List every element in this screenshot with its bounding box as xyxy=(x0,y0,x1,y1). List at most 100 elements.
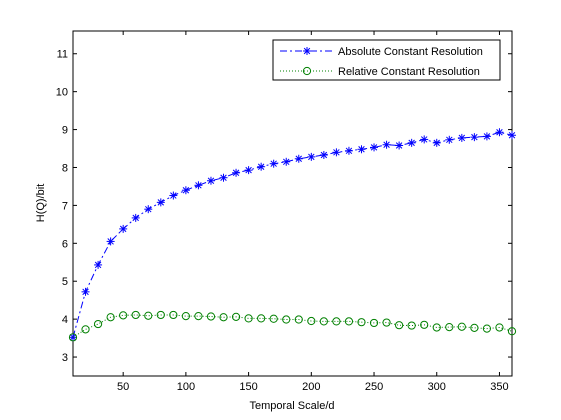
x-tick-label: 350 xyxy=(490,381,508,393)
data-point-abs xyxy=(470,133,479,142)
data-point-rel xyxy=(231,312,241,321)
data-point-rel xyxy=(457,322,466,331)
data-point-rel xyxy=(169,310,178,320)
x-tick-label: 300 xyxy=(428,381,446,393)
x-axis-label: Temporal Scale/d xyxy=(250,400,335,412)
data-point-rel xyxy=(131,310,140,320)
data-point-abs xyxy=(282,157,291,166)
data-point-rel xyxy=(257,314,266,323)
data-point-abs xyxy=(395,141,404,150)
data-point-abs xyxy=(131,213,140,222)
series-layer xyxy=(68,128,517,342)
data-point-abs xyxy=(344,146,353,155)
data-point-rel xyxy=(282,315,291,324)
data-point-rel xyxy=(206,312,216,321)
plot-area xyxy=(72,30,513,377)
data-point-rel xyxy=(106,313,115,322)
data-point-abs xyxy=(181,186,190,195)
data-point-abs xyxy=(319,150,328,159)
data-point-rel xyxy=(382,318,391,327)
y-tick-label: 11 xyxy=(57,49,68,61)
data-point-abs xyxy=(244,166,253,175)
data-point-rel xyxy=(68,333,78,342)
data-point-abs xyxy=(294,154,303,163)
data-point-rel xyxy=(332,317,341,326)
data-point-abs xyxy=(382,140,391,149)
data-point-rel xyxy=(407,321,416,330)
x-tick-label: 200 xyxy=(302,381,320,393)
data-point-rel xyxy=(93,319,103,329)
legend-label-absolute: Absolute Constant Resolution xyxy=(338,46,483,58)
y-axis-label: H(Q)/bit xyxy=(35,184,47,223)
data-point-abs xyxy=(420,135,429,144)
x-tick-label: 50 xyxy=(117,381,129,393)
data-point-rel xyxy=(244,314,253,323)
data-point-abs xyxy=(194,181,203,190)
data-point-rel xyxy=(470,323,479,332)
data-point-rel xyxy=(81,325,90,334)
data-point-rel xyxy=(156,310,165,320)
series-line-1 xyxy=(72,314,513,338)
axis-ticks: 50 100 150 200 250 300 350 3 4 5 6 7 8 9 10 11 xyxy=(56,31,512,393)
data-point-abs xyxy=(445,135,454,144)
data-point-abs xyxy=(257,162,266,171)
y-tick-label: 10 xyxy=(56,87,68,99)
data-point-rel xyxy=(269,314,278,323)
data-point-abs xyxy=(156,198,165,207)
data-point-abs xyxy=(357,145,366,154)
data-point-rel xyxy=(369,318,379,328)
legend: Absolute Constant Resolution Relative Co… xyxy=(272,39,501,81)
data-point-abs xyxy=(144,205,153,214)
data-point-abs xyxy=(307,152,316,161)
legend-label-relative: Relative Constant Resolution xyxy=(338,66,480,78)
data-point-rel xyxy=(219,313,228,322)
data-point-rel xyxy=(420,320,429,329)
data-point-abs xyxy=(119,224,128,233)
data-point-abs xyxy=(332,148,341,157)
data-point-abs xyxy=(219,173,228,182)
data-point-abs xyxy=(495,128,504,137)
legend-marker-abs xyxy=(303,47,311,55)
data-point-rel xyxy=(482,324,492,333)
data-point-abs xyxy=(94,260,103,269)
data-point-abs xyxy=(169,191,178,200)
y-tick-label: 4 xyxy=(62,314,68,326)
y-tick-label: 7 xyxy=(62,200,68,212)
data-point-abs xyxy=(370,143,379,152)
legend-items xyxy=(280,47,334,76)
data-point-abs xyxy=(269,159,278,168)
data-point-rel xyxy=(432,323,441,332)
data-point-rel xyxy=(144,311,153,320)
data-point-rel xyxy=(344,317,354,326)
data-point-abs xyxy=(482,132,491,141)
data-point-rel xyxy=(194,311,203,321)
x-tick-label: 100 xyxy=(177,381,195,393)
legend-box xyxy=(272,39,501,81)
data-point-abs xyxy=(106,237,115,246)
data-point-rel xyxy=(294,315,303,324)
data-point-rel xyxy=(357,318,366,327)
data-point-rel xyxy=(119,311,128,320)
data-point-abs xyxy=(206,176,215,185)
data-point-rel xyxy=(507,327,517,336)
x-tick-label: 250 xyxy=(365,381,383,393)
y-tick-label: 5 xyxy=(62,276,68,288)
y-tick-label: 9 xyxy=(62,125,68,137)
data-point-abs xyxy=(407,138,416,147)
y-tick-label: 6 xyxy=(62,238,68,250)
data-point-rel xyxy=(307,316,316,326)
data-point-rel xyxy=(319,317,328,326)
data-point-abs xyxy=(457,133,466,142)
data-point-rel xyxy=(445,322,454,332)
legend-marker-rel xyxy=(302,66,312,76)
y-tick-label: 8 xyxy=(62,162,68,174)
data-point-rel xyxy=(495,323,504,332)
data-point-abs xyxy=(432,138,441,147)
data-point-rel xyxy=(395,321,404,330)
data-point-abs xyxy=(232,168,241,177)
y-tick-label: 3 xyxy=(62,352,68,364)
data-point-abs xyxy=(81,287,90,296)
data-point-rel xyxy=(181,311,190,321)
data-point-abs xyxy=(508,131,516,140)
